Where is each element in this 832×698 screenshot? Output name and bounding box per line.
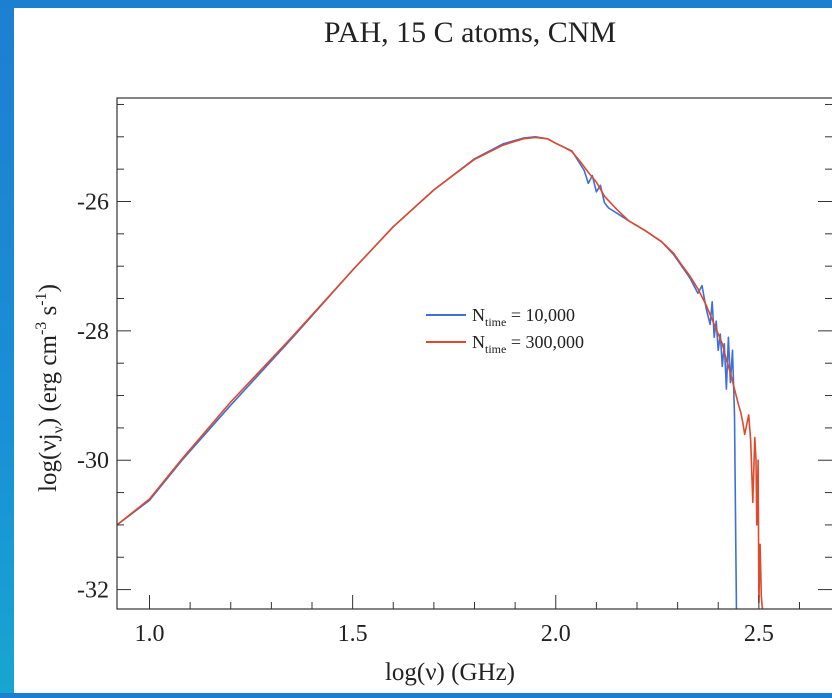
axes: -32 -30 -28 -26 1.0 1.5 2.0 2.5 [77, 97, 832, 647]
plot-frame [116, 97, 832, 610]
y-tick-label: -30 [77, 448, 109, 474]
chart-svg: PAH, 15 C atoms, CNM -32 -30 -28 -26 1.0 1.5 2… [33, 16, 832, 686]
y-tick-label: -26 [77, 189, 109, 215]
x-tick-label: 1.5 [338, 621, 368, 647]
legend-label-series-1: Ntime = 10,000 [472, 305, 575, 329]
y-axis-label: log(νjν) (erg cm-3 s-1) [33, 284, 67, 492]
legend-label-series-2: Ntime = 300,000 [472, 332, 584, 356]
series-line-2 [117, 136, 764, 609]
plot-area [117, 136, 764, 609]
legend: Ntime = 10,000 Ntime = 300,000 [426, 305, 584, 356]
x-axis-label: log(ν) (GHz) [385, 659, 515, 686]
chart-title: PAH, 15 C atoms, CNM [324, 16, 616, 49]
x-tick-label: 1.0 [135, 621, 165, 647]
chart-figure: PAH, 15 C atoms, CNM -32 -30 -28 -26 1.0 1.5 2… [14, 8, 832, 693]
y-tick-label: -28 [77, 319, 109, 345]
x-tick-label: 2.0 [541, 621, 571, 647]
series-line-1 [117, 136, 738, 609]
x-tick-label: 2.5 [744, 621, 774, 647]
y-tick-label: -32 [77, 578, 109, 604]
